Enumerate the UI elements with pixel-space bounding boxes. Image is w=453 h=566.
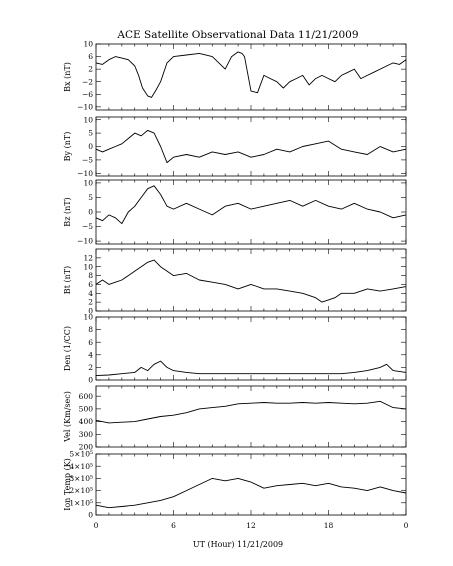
y-axis-label: Bz (nT): [63, 197, 72, 226]
y-tick-label: −10: [77, 237, 93, 246]
data-series-line: [95, 51, 407, 98]
y-tick-label: 2×10⁵: [69, 486, 93, 495]
y-tick-label: 0: [88, 511, 93, 520]
y-axis-label: Vel (Km/sec): [63, 391, 72, 443]
y-tick-label: −10: [77, 169, 93, 178]
y-tick-label: 2: [88, 363, 93, 372]
x-tick-label: 12: [246, 521, 256, 530]
y-axis-label: Bt (nT): [63, 266, 72, 294]
y-tick-label: 4: [88, 350, 93, 359]
y-tick-label: 300: [79, 430, 94, 439]
y-tick-label: −5: [82, 222, 93, 231]
data-series-line: [95, 129, 407, 164]
data-series-line: [95, 477, 407, 509]
x-tick-label: 6: [171, 521, 176, 530]
data-series-line: [95, 259, 407, 303]
x-tick-label: 18: [324, 521, 334, 530]
y-tick-label: 8: [88, 325, 93, 334]
y-tick-label: −10: [77, 102, 93, 111]
y-tick-label: 2: [88, 65, 93, 74]
y-tick-label: 10: [83, 179, 93, 188]
y-tick-label: 5: [88, 193, 93, 202]
x-axis-label: UT (Hour) 11/21/2009: [193, 540, 283, 549]
y-tick-label: 5: [88, 129, 93, 138]
data-series-line: [95, 400, 407, 424]
y-tick-label: 5×10⁵: [69, 450, 93, 459]
y-tick-label: 12: [83, 253, 93, 262]
y-tick-label: 6: [88, 52, 93, 61]
y-tick-label: −6: [82, 90, 93, 99]
y-tick-label: 500: [79, 404, 94, 413]
panel-frame: [95, 116, 407, 177]
panel-2: 10 5 0 −5 −10 By (nT): [63, 115, 407, 178]
x-tick-label: 0: [94, 521, 99, 530]
y-tick-label: 400: [79, 417, 94, 426]
panel-frame: [95, 385, 407, 448]
chart-title: ACE Satellite Observational Data 11/21/2…: [116, 29, 358, 41]
y-tick-label: 10: [83, 262, 93, 271]
y-tick-label: −5: [82, 156, 93, 165]
panel-6: 600 500 400 300 200 Vel (Km/sec): [63, 385, 407, 452]
panel-frame: [95, 453, 407, 516]
y-tick-label: 6: [88, 280, 93, 289]
panel-frame: [95, 179, 407, 245]
y-tick-label: 4: [88, 289, 93, 298]
x-tick-label: 0: [404, 521, 409, 530]
y-tick-label: 4×10⁵: [69, 462, 93, 471]
data-series-line: [95, 360, 407, 377]
y-tick-label: 1×10⁵: [69, 498, 93, 507]
panel-frame: [95, 248, 407, 312]
data-series-line: [95, 185, 407, 225]
y-tick-label: 10: [83, 115, 93, 124]
y-axis-label: Ion Temp (K): [63, 458, 72, 511]
y-axis-label: By (nT): [63, 132, 72, 162]
y-axis-label: Bx (nT): [63, 62, 72, 92]
y-tick-label: 3×10⁵: [69, 474, 93, 483]
y-tick-label: −2: [82, 77, 93, 86]
y-tick-label: 2: [88, 298, 93, 307]
y-tick-label: 6: [88, 338, 93, 347]
y-tick-label: 600: [79, 392, 94, 401]
y-tick-label: 0: [88, 307, 93, 316]
panel-1: 10 6 2 −2 −6 −10 Bx (nT): [63, 40, 407, 111]
panels: 10 6 2 −2 −6 −10 Bx (nT) 10 5 0 −5 −10 By (nT) 10 5 0 −5…: [63, 40, 409, 530]
y-tick-label: 0: [88, 142, 93, 151]
panel-5: 10 8 6 4 2 0 Den (1/CC): [63, 313, 407, 385]
y-tick-label: 8: [88, 271, 93, 280]
y-axis-label: Den (1/CC): [63, 326, 72, 371]
y-tick-label: 0: [88, 376, 93, 385]
panel-3: 10 5 0 −5 −10 Bz (nT): [63, 179, 407, 246]
panel-frame: [95, 316, 407, 381]
y-tick-label: 0: [88, 208, 93, 217]
y-tick-label: 200: [79, 443, 94, 452]
y-tick-label: 10: [83, 313, 93, 322]
panel-7: 5×10⁵ 4×10⁵ 3×10⁵ 2×10⁵ 1×10⁵ 0 Ion Temp (K): [63, 450, 407, 520]
y-tick-label: 10: [83, 40, 93, 49]
